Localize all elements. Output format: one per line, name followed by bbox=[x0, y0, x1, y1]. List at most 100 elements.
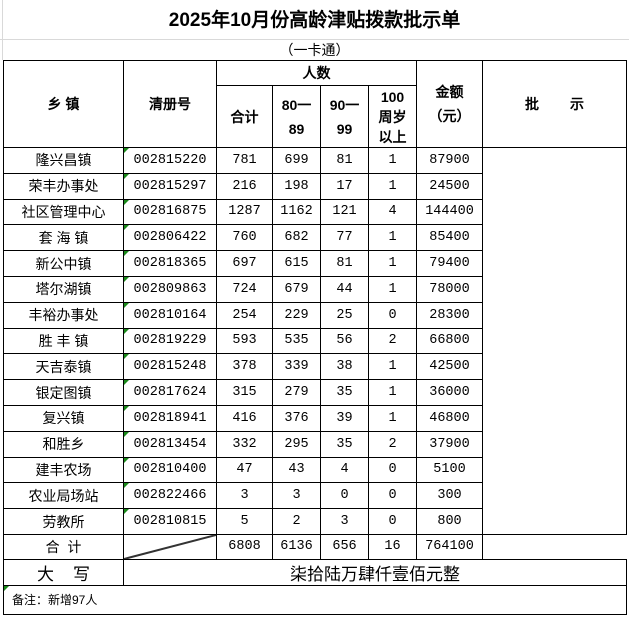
header-register: 清册号 bbox=[123, 60, 217, 148]
cell-town: 劳教所 bbox=[3, 508, 124, 535]
cell-age90: 44 bbox=[320, 275, 369, 303]
cell-town: 隆兴昌镇 bbox=[3, 147, 124, 174]
cell-age80: 279 bbox=[272, 379, 321, 406]
cell-age80: 2 bbox=[272, 508, 321, 535]
cell-age100: 2 bbox=[368, 430, 417, 458]
cell-age100: 1 bbox=[368, 275, 417, 303]
table-row: 农业局场站 002822466 3 3 0 0 300 bbox=[3, 482, 627, 510]
cell-age90: 17 bbox=[320, 172, 369, 200]
cell-register: 002818365 bbox=[123, 250, 217, 277]
page-subtitle: （一卡通） bbox=[279, 42, 350, 58]
table-row: 胜 丰 镇 002819229 593 535 56 2 66800 bbox=[3, 327, 627, 355]
cell-age90: 35 bbox=[320, 379, 369, 406]
cell-total: 416 bbox=[216, 404, 273, 432]
table-row: 新公中镇 002818365 697 615 81 1 79400 bbox=[3, 250, 627, 277]
totals-age100: 16 bbox=[368, 533, 417, 560]
cell-amount: 36000 bbox=[416, 379, 483, 406]
cell-age100: 1 bbox=[368, 147, 417, 174]
diagonal-line bbox=[124, 535, 216, 559]
cell-register: 002813454 bbox=[123, 430, 217, 458]
cell-town: 复兴镇 bbox=[3, 404, 124, 432]
page-title: 2025年10月份高龄津贴拨款批示单 bbox=[168, 10, 461, 31]
cell-amount: 800 bbox=[416, 508, 483, 535]
cell-amount: 87900 bbox=[416, 147, 483, 174]
cell-age90: 81 bbox=[320, 147, 369, 174]
cell-register: 002822466 bbox=[123, 482, 217, 510]
sheet-gridline bbox=[2, 0, 3, 60]
cell-age80: 339 bbox=[272, 353, 321, 381]
cell-age100: 1 bbox=[368, 379, 417, 406]
cell-town: 建丰农场 bbox=[3, 456, 124, 484]
cell-age80: 682 bbox=[272, 224, 321, 252]
cell-amount: 46800 bbox=[416, 404, 483, 432]
cell-amount: 66800 bbox=[416, 327, 483, 355]
cell-age80: 376 bbox=[272, 404, 321, 432]
totals-age90: 656 bbox=[320, 533, 369, 560]
cell-total: 315 bbox=[216, 379, 273, 406]
capital-label: 大 写 bbox=[3, 558, 124, 586]
cell-town: 银定图镇 bbox=[3, 379, 124, 406]
cell-age80: 1162 bbox=[272, 198, 321, 226]
cell-register: 002806422 bbox=[123, 224, 217, 252]
cell-age80: 198 bbox=[272, 172, 321, 200]
approval-cell[interactable] bbox=[482, 147, 627, 535]
cell-age80: 615 bbox=[272, 250, 321, 277]
cell-total: 1287 bbox=[216, 198, 273, 226]
cell-register: 002818941 bbox=[123, 404, 217, 432]
cell-age100: 1 bbox=[368, 250, 417, 277]
cell-total: 378 bbox=[216, 353, 273, 381]
cell-town: 丰裕办事处 bbox=[3, 301, 124, 329]
cell-amount: 85400 bbox=[416, 224, 483, 252]
cell-total: 697 bbox=[216, 250, 273, 277]
cell-town: 胜 丰 镇 bbox=[3, 327, 124, 355]
header-age80: 80一89 bbox=[272, 85, 321, 148]
totals-label: 合 计 bbox=[3, 533, 124, 560]
header-age90: 90一99 bbox=[320, 85, 369, 148]
approval-table: 乡 镇 清册号 人数 金额（元） 批 示 合计 80一89 90一99 100周… bbox=[3, 60, 627, 615]
cell-total: 332 bbox=[216, 430, 273, 458]
cell-age100: 0 bbox=[368, 456, 417, 484]
header-age100: 100周岁以上 bbox=[368, 85, 417, 148]
header-total: 合计 bbox=[216, 85, 273, 148]
cell-age90: 35 bbox=[320, 430, 369, 458]
cell-total: 254 bbox=[216, 301, 273, 329]
header-approval: 批 示 bbox=[482, 60, 627, 148]
cell-age100: 0 bbox=[368, 508, 417, 535]
cell-age90: 81 bbox=[320, 250, 369, 277]
cell-total: 3 bbox=[216, 482, 273, 510]
cell-age80: 535 bbox=[272, 327, 321, 355]
table-row: 复兴镇 002818941 416 376 39 1 46800 bbox=[3, 404, 627, 432]
cell-age90: 3 bbox=[320, 508, 369, 535]
cell-register: 002809863 bbox=[123, 275, 217, 303]
totals-register-empty bbox=[123, 533, 217, 560]
cell-age90: 0 bbox=[320, 482, 369, 510]
cell-amount: 28300 bbox=[416, 301, 483, 329]
cell-age90: 4 bbox=[320, 456, 369, 484]
cell-register: 002815248 bbox=[123, 353, 217, 381]
cell-town: 社区管理中心 bbox=[3, 198, 124, 226]
cell-age90: 25 bbox=[320, 301, 369, 329]
cell-total: 5 bbox=[216, 508, 273, 535]
note: 备注：新增97人 bbox=[3, 584, 627, 615]
cell-town: 和胜乡 bbox=[3, 430, 124, 458]
cell-total: 47 bbox=[216, 456, 273, 484]
cell-amount: 300 bbox=[416, 482, 483, 510]
cell-amount: 79400 bbox=[416, 250, 483, 277]
cell-age80: 295 bbox=[272, 430, 321, 458]
sheet-gridline bbox=[0, 39, 629, 40]
table-row: 建丰农场 002810400 47 43 4 0 5100 bbox=[3, 456, 627, 484]
table-row: 丰裕办事处 002810164 254 229 25 0 28300 bbox=[3, 301, 627, 329]
cell-age100: 4 bbox=[368, 198, 417, 226]
cell-age80: 3 bbox=[272, 482, 321, 510]
cell-age90: 56 bbox=[320, 327, 369, 355]
cell-total: 724 bbox=[216, 275, 273, 303]
cell-register: 002817624 bbox=[123, 379, 217, 406]
cell-amount: 144400 bbox=[416, 198, 483, 226]
cell-age100: 0 bbox=[368, 482, 417, 510]
cell-age90: 39 bbox=[320, 404, 369, 432]
header-amount: 金额（元） bbox=[416, 60, 483, 148]
cell-age100: 0 bbox=[368, 301, 417, 329]
cell-total: 781 bbox=[216, 147, 273, 174]
cell-amount: 78000 bbox=[416, 275, 483, 303]
cell-total: 760 bbox=[216, 224, 273, 252]
